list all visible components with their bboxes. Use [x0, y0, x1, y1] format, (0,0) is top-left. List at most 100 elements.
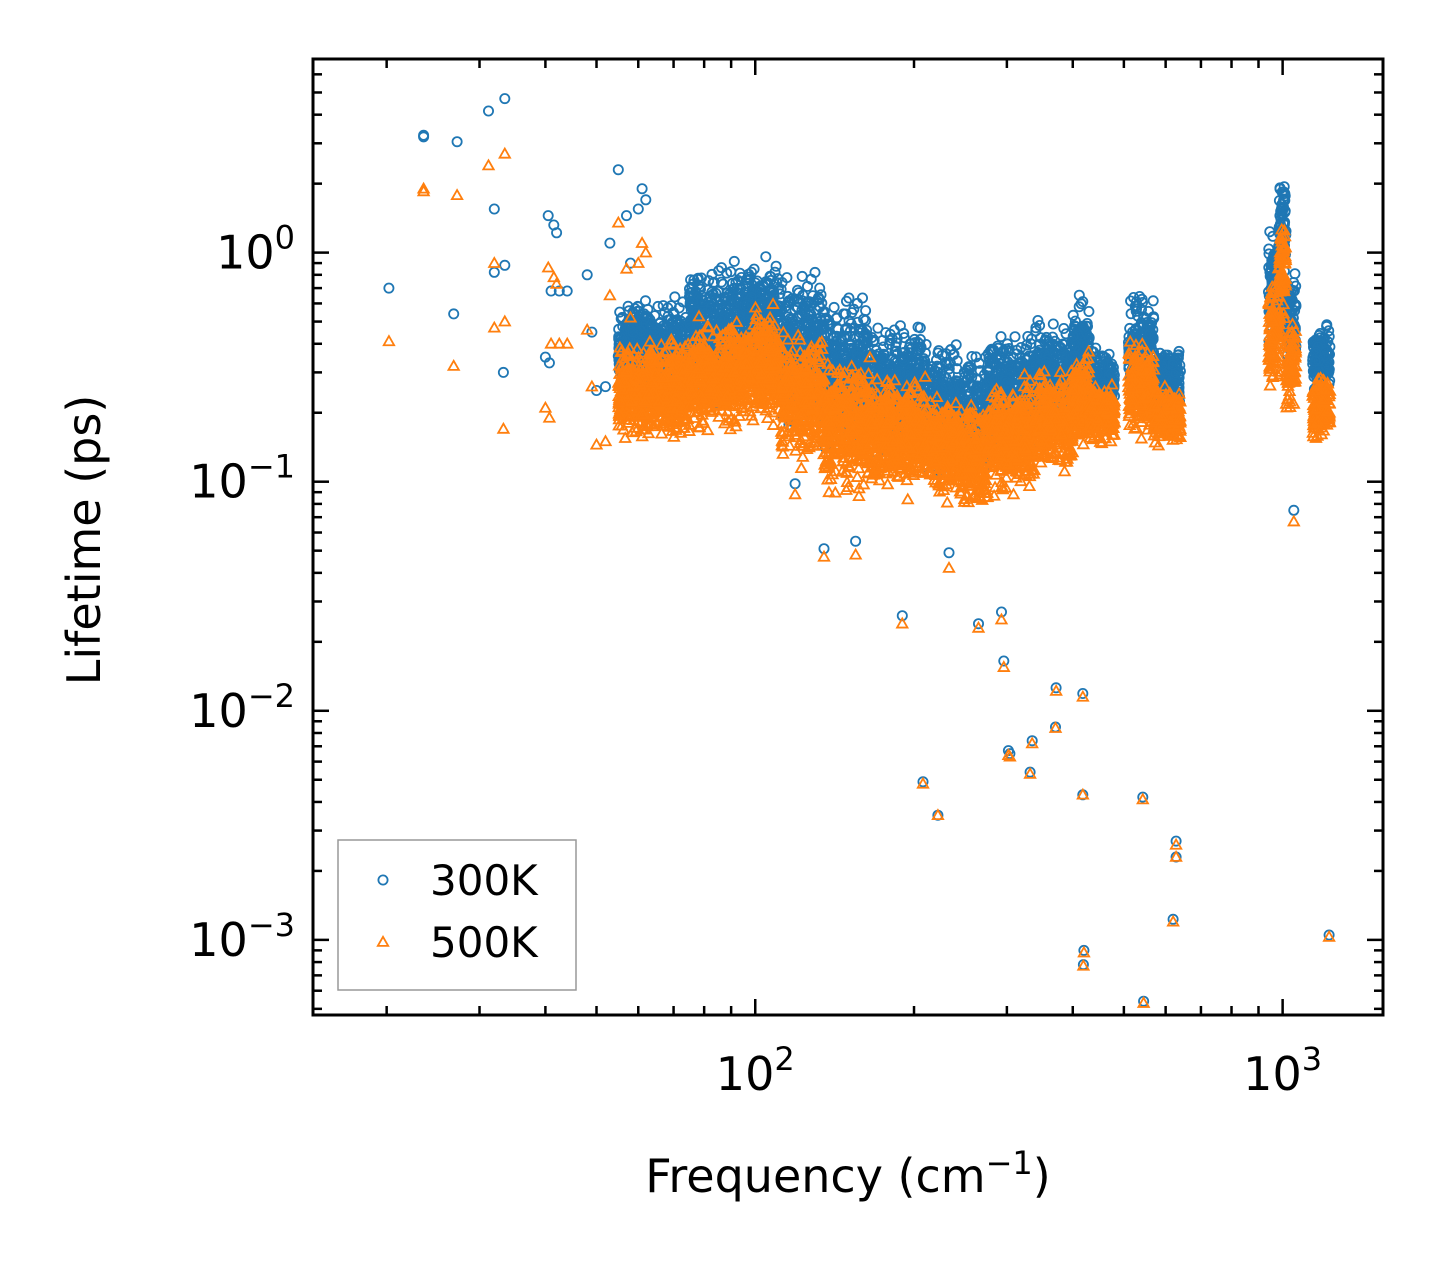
300K-point	[1001, 338, 1013, 350]
300K-point	[742, 278, 754, 290]
300K-point	[987, 353, 999, 365]
300K-point	[654, 316, 666, 328]
300K-point	[789, 304, 801, 316]
300K-point	[1096, 350, 1108, 362]
300K-point	[720, 300, 732, 312]
300K-point	[1032, 314, 1044, 326]
300K-point	[932, 347, 944, 359]
300K-point	[705, 303, 717, 315]
300K-point	[707, 277, 719, 289]
300K-point	[839, 324, 851, 336]
300K-point	[1147, 295, 1159, 307]
300K-point	[966, 371, 978, 383]
300K-point	[1030, 322, 1042, 334]
300K-point	[796, 270, 808, 282]
300K-point	[961, 390, 973, 402]
300K-point	[632, 203, 644, 215]
300K-point	[1047, 318, 1059, 330]
300K-point	[1011, 348, 1023, 360]
300K-point	[728, 255, 740, 267]
300K-point	[621, 210, 633, 222]
300K-point	[861, 324, 873, 336]
300K-point	[1067, 330, 1079, 342]
300K-point	[1013, 360, 1025, 372]
300K-point	[765, 271, 777, 283]
300K-point	[767, 291, 779, 303]
300K-point	[858, 313, 870, 325]
300K-point	[802, 280, 814, 292]
300K-point	[1083, 305, 1095, 317]
300K-point	[497, 366, 509, 378]
300K-point	[973, 357, 985, 369]
300K-point	[1067, 309, 1079, 321]
300K-point	[684, 322, 696, 334]
300K-point	[636, 183, 648, 195]
300K-point	[813, 300, 825, 312]
300K-point	[966, 350, 978, 362]
300K-point	[674, 322, 686, 334]
300K-point	[860, 305, 872, 317]
300K-point	[668, 326, 680, 338]
300K-point	[896, 347, 908, 359]
300K-point	[943, 547, 955, 559]
300K-point	[1001, 377, 1013, 389]
300K-point	[1034, 338, 1046, 350]
300K-point	[897, 352, 909, 364]
300K-point	[827, 349, 839, 361]
300K-point	[784, 313, 796, 325]
300K-point	[1020, 343, 1032, 355]
300K-point	[612, 164, 624, 176]
300K-point	[819, 314, 831, 326]
300K-point	[799, 307, 811, 319]
300K-point	[488, 203, 500, 215]
300K-point	[851, 348, 863, 360]
300K-point	[713, 265, 725, 277]
300K-point	[1090, 342, 1102, 354]
300K-point	[944, 357, 956, 369]
300K-point	[760, 251, 772, 263]
300K-point	[855, 327, 867, 339]
300K-point	[1015, 358, 1027, 370]
300K-point	[1040, 356, 1052, 368]
300K-point	[782, 290, 794, 302]
300K-point	[850, 535, 862, 547]
300K-point	[781, 272, 793, 284]
300K-point	[600, 381, 612, 393]
300K-point	[383, 282, 395, 294]
300K-point	[640, 194, 652, 206]
300K-point	[1095, 352, 1107, 364]
300K-point	[971, 380, 983, 392]
300K-point	[667, 306, 679, 318]
300K-point	[955, 379, 967, 391]
300K-point	[704, 290, 716, 302]
300K-point	[940, 348, 952, 360]
300K-point	[1055, 342, 1067, 354]
300K-point	[684, 318, 696, 330]
300K-point	[1069, 350, 1081, 362]
300K-point	[768, 285, 780, 297]
300K-point	[966, 379, 978, 391]
300K-point	[868, 334, 880, 346]
300K-point	[789, 478, 801, 490]
300K-point	[912, 321, 924, 333]
300K-point	[720, 293, 732, 305]
300K-point	[855, 324, 867, 336]
300K-point	[800, 297, 812, 309]
300K-point	[818, 306, 830, 318]
300K-point	[872, 322, 884, 334]
300K-point	[1009, 331, 1021, 343]
300K-point	[701, 293, 713, 305]
300K-point	[828, 301, 840, 313]
300K-point	[894, 320, 906, 332]
300K-point	[776, 304, 788, 316]
300K-point	[841, 295, 853, 307]
300K-point	[920, 338, 932, 350]
300K-point	[933, 361, 945, 373]
300K-point	[982, 365, 994, 377]
300K-point	[1030, 360, 1042, 372]
300K-point	[642, 303, 654, 315]
300K-point	[884, 334, 896, 346]
300K-point	[649, 323, 661, 335]
300K-point	[943, 368, 955, 380]
300K-point	[604, 237, 616, 249]
